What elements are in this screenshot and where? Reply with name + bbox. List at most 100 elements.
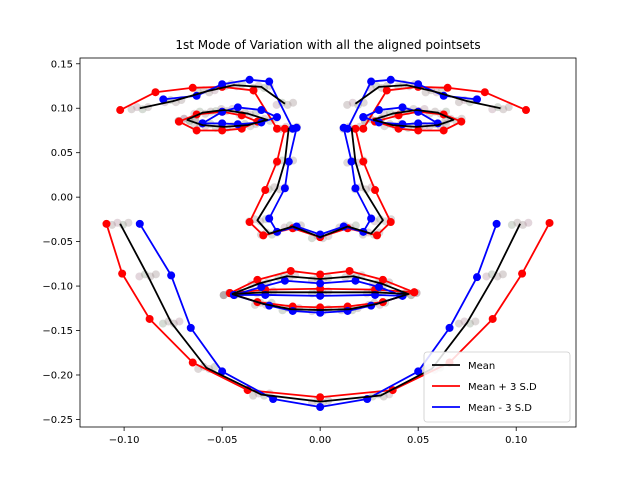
series-point xyxy=(135,219,144,228)
aligned-point xyxy=(249,391,258,400)
legend-box xyxy=(423,351,571,423)
series-point xyxy=(480,88,489,97)
series-point xyxy=(218,119,227,128)
series-point xyxy=(382,86,391,95)
series-point xyxy=(351,184,360,193)
series-point xyxy=(316,291,325,300)
series-point xyxy=(492,219,501,228)
series-line xyxy=(354,84,501,110)
series-line xyxy=(119,223,521,403)
aligned-point xyxy=(158,319,167,328)
series-point xyxy=(188,83,197,92)
x-tick-label: 0.10 xyxy=(505,435,527,446)
aligned-point xyxy=(351,221,360,230)
y-tick-label: 0.05 xyxy=(51,148,73,159)
aligned-point xyxy=(135,272,144,281)
series-point xyxy=(273,124,282,133)
series-point xyxy=(445,323,454,332)
series-point xyxy=(316,393,325,402)
series-point xyxy=(439,126,448,135)
series-point xyxy=(351,276,360,285)
series-point xyxy=(359,113,368,122)
series-point xyxy=(151,88,160,97)
aligned-point xyxy=(348,98,357,107)
series-point xyxy=(473,95,481,104)
series-point xyxy=(192,126,201,135)
aligned-point xyxy=(272,100,281,109)
series-point xyxy=(245,218,254,227)
aligned-point xyxy=(518,220,527,229)
aligned-point xyxy=(219,291,228,300)
x-axis: −0.10 −0.05 0.00 0.05 0.10 xyxy=(109,427,527,446)
aligned-point xyxy=(175,317,184,326)
aligned-point xyxy=(124,218,133,227)
series-point xyxy=(373,231,382,240)
aligned-point xyxy=(219,291,228,300)
series-line xyxy=(362,86,527,130)
series-point xyxy=(443,83,452,92)
legend-label: Mean + 3 S.D xyxy=(468,382,537,393)
series-point xyxy=(249,86,258,95)
series-point xyxy=(359,157,368,166)
series-point xyxy=(218,107,227,116)
series-point xyxy=(253,275,262,284)
legend: Mean Mean + 3 S.D Mean - 3 S.D xyxy=(423,351,571,423)
y-tick-label: −0.20 xyxy=(42,370,73,381)
series-point xyxy=(257,106,266,115)
series-line xyxy=(372,109,455,128)
series-point xyxy=(175,117,183,126)
legend-label: Mean - 3 S.D xyxy=(468,403,532,414)
series-point xyxy=(316,279,325,288)
series-point xyxy=(167,271,176,280)
series-line xyxy=(119,86,278,130)
aligned-point xyxy=(471,317,480,326)
series-point xyxy=(245,75,254,84)
series-point xyxy=(414,107,423,116)
aligned-point xyxy=(151,270,160,279)
series-point xyxy=(414,119,423,128)
series-point xyxy=(398,103,407,112)
series-point xyxy=(374,106,383,115)
aligned-point xyxy=(289,98,298,107)
aligned-point xyxy=(219,291,228,300)
series-point xyxy=(345,266,354,275)
series-point xyxy=(273,113,282,122)
aligned-point xyxy=(507,220,516,229)
series-line xyxy=(256,127,384,239)
chart-title: 1st Mode of Variation with all the align… xyxy=(175,38,480,52)
series-point xyxy=(522,106,531,115)
series-point xyxy=(316,402,325,411)
series-point xyxy=(457,117,466,126)
series-line xyxy=(231,291,409,295)
series-point xyxy=(371,186,380,195)
series-point xyxy=(186,323,195,332)
series-point xyxy=(378,275,387,284)
series-point xyxy=(339,123,348,132)
y-tick-label: −0.05 xyxy=(42,237,73,248)
series-point xyxy=(347,157,356,166)
series-point xyxy=(102,219,111,228)
aligned-point xyxy=(482,272,491,281)
aligned-point xyxy=(283,100,292,109)
series-point xyxy=(284,157,293,166)
x-tick-label: 0.05 xyxy=(407,435,429,446)
aligned-point xyxy=(499,105,508,114)
series-point xyxy=(292,123,301,132)
series-line xyxy=(139,84,286,110)
y-tick-label: 0.00 xyxy=(51,193,73,204)
series-point xyxy=(261,186,270,195)
x-tick-label: −0.05 xyxy=(207,435,238,446)
series-point xyxy=(265,77,274,86)
aligned-point xyxy=(269,287,278,296)
series-point xyxy=(257,282,266,291)
series-point xyxy=(473,273,481,282)
series-point xyxy=(233,103,242,112)
series-point xyxy=(265,214,274,223)
aligned-point xyxy=(169,319,178,328)
x-tick-label: 0.00 xyxy=(309,435,331,446)
series-point xyxy=(488,314,497,323)
series-point xyxy=(218,80,227,89)
series-point xyxy=(414,126,423,135)
aligned-point xyxy=(454,319,463,328)
aligned-point xyxy=(362,185,371,194)
